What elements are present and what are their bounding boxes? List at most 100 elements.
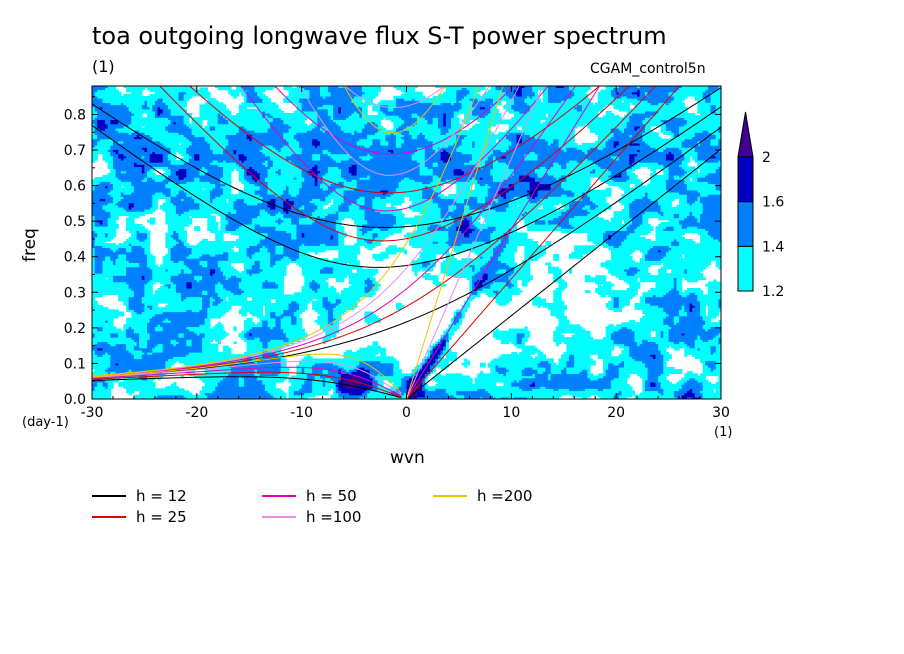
spectrum-cell: [123, 127, 127, 131]
spectrum-cell: [144, 253, 148, 257]
spectrum-cell: [102, 123, 106, 127]
spectrum-cell: [139, 166, 143, 170]
spectrum-cell: [131, 249, 135, 253]
spectrum-cell: [107, 104, 111, 108]
spectrum-cell: [102, 243, 106, 246]
spectrum-cell: [120, 149, 125, 153]
spectrum-cell: [120, 369, 125, 372]
spectrum-cell: [97, 328, 101, 332]
spectrum-cell: [147, 349, 151, 353]
spectrum-cell: [136, 396, 140, 399]
spectrum-cell: [92, 362, 96, 366]
spectrum-cell: [131, 221, 135, 225]
spectrum-cell: [105, 279, 109, 283]
spectrum-cell: [139, 270, 143, 274]
spectrum-cell: [115, 260, 119, 264]
spectrum-cell: [107, 121, 111, 125]
spectrum-cell: [144, 337, 148, 340]
spectrum-cell: [99, 364, 104, 368]
spectrum-cell: [107, 142, 111, 146]
spectrum-cell: [136, 300, 140, 304]
spectrum-cell: [94, 369, 98, 372]
spectrum-cell: [139, 179, 143, 182]
spectrum-cell: [136, 384, 140, 387]
spectrum-cell: [131, 181, 135, 185]
spectrum-cell: [102, 332, 106, 336]
spectrum-cell: [126, 191, 130, 195]
spectrum-cell: [115, 369, 119, 372]
spectrum-cell: [110, 130, 114, 133]
spectrum-cell: [110, 217, 114, 221]
spectrum-cell: [126, 224, 130, 227]
spectrum-cell: [118, 247, 122, 251]
spectrum-cell: [136, 243, 140, 246]
spectrum-cell: [136, 249, 140, 253]
spectrum-cell: [112, 185, 117, 189]
spectrum-cell: [94, 302, 98, 306]
spectrum-cell: [126, 283, 130, 287]
spectrum-cell: [133, 341, 138, 345]
spectrum-cell: [126, 209, 130, 212]
spectrum-cell: [126, 213, 130, 217]
spectrum-cell: [99, 147, 104, 150]
spectrum-cell: [99, 106, 104, 110]
spectrum-cell: [123, 354, 127, 357]
spectrum-cell: [97, 315, 101, 319]
spectrum-cell: [133, 266, 138, 270]
spectrum-cell: [99, 339, 104, 342]
spectrum-cell: [144, 134, 148, 138]
spectrum-cell: [115, 364, 119, 368]
spectrum-cell: [133, 177, 138, 180]
spectrum-cell: [102, 157, 106, 161]
spectrum-cell: [102, 228, 106, 231]
spectrum-cell: [144, 294, 148, 298]
spectrum-cell: [131, 198, 135, 202]
spectrum-cell: [133, 174, 138, 178]
spectrum-cell: [94, 209, 98, 212]
spectrum-cell: [139, 138, 143, 142]
spectrum-cell: [120, 294, 125, 298]
spectrum-cell: [94, 91, 98, 95]
spectrum-cell: [102, 174, 106, 178]
spectrum-cell: [94, 183, 98, 187]
spectrum-cell: [92, 138, 96, 142]
spectrum-cell: [120, 249, 125, 253]
spectrum-cell: [141, 140, 146, 144]
spectrum-cell: [99, 238, 104, 242]
spectrum-cell: [123, 275, 127, 278]
spectrum-cell: [97, 260, 101, 264]
spectrum-cell: [120, 283, 125, 287]
spectrum-cell: [99, 394, 104, 398]
spectrum-cell: [115, 115, 119, 118]
spectrum-cell: [139, 347, 143, 351]
spectrum-cell: [92, 249, 96, 253]
spectrum-cell: [136, 117, 140, 121]
spectrum-cell: [110, 315, 114, 319]
spectrum-cell: [92, 151, 96, 155]
spectrum-cell: [131, 194, 135, 197]
spectrum-cell: [107, 177, 111, 180]
spectrum-cell: [141, 132, 146, 135]
spectrum-cell: [110, 147, 114, 150]
spectrum-cell: [118, 292, 122, 296]
spectrum-cell: [123, 198, 127, 202]
spectrum-cell: [110, 164, 114, 167]
spectrum-cell: [97, 149, 101, 153]
spectrum-cell: [133, 253, 138, 257]
spectrum-cell: [139, 300, 143, 304]
spectrum-cell: [141, 166, 146, 170]
spectrum-cell: [149, 151, 153, 155]
spectrum-cell: [107, 132, 111, 135]
spectrum-cell: [110, 142, 114, 146]
spectrum-cell: [128, 189, 132, 193]
spectrum-cell: [144, 364, 148, 368]
spectrum-cell: [147, 309, 151, 313]
spectrum-cell: [97, 326, 101, 330]
spectrum-cell: [97, 270, 101, 274]
spectrum-cell: [94, 258, 98, 261]
spectrum-cell: [147, 328, 151, 332]
spectrum-cell: [128, 185, 132, 189]
spectrum-cell: [97, 110, 101, 114]
spectrum-cell: [128, 170, 132, 174]
spectrum-cell: [133, 213, 138, 217]
